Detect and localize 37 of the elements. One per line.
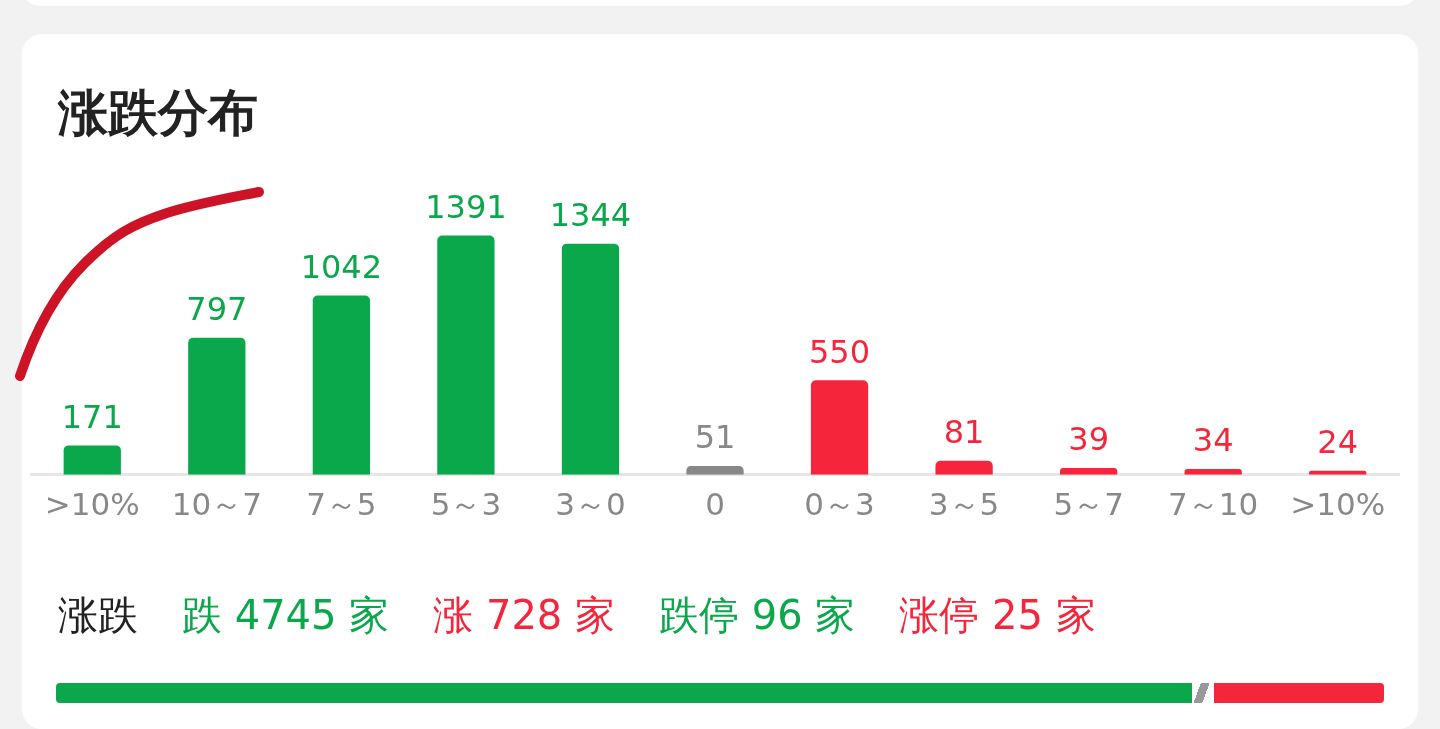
x-tick-label: 0 <box>705 486 725 523</box>
data-label: 1344 <box>549 195 632 234</box>
data-label: 797 <box>186 290 248 329</box>
x-tick-label: 3～0 <box>555 486 626 523</box>
x-tick-label: >10% <box>1290 486 1386 523</box>
x-tick-label: 5～7 <box>1053 486 1124 523</box>
x-tick-label: 7～5 <box>306 486 377 523</box>
bar <box>810 380 869 475</box>
text: 涨 728 家 <box>433 592 616 638</box>
data-label: 1391 <box>425 187 507 226</box>
data-label: 81 <box>943 413 985 452</box>
x-tick-label: >10% <box>44 486 140 523</box>
chart-title: 涨跌分布 <box>58 83 258 144</box>
data-label: 24 <box>1317 422 1359 461</box>
text: 跌停 96 家 <box>659 592 856 638</box>
bar <box>935 460 993 475</box>
bar <box>312 295 371 475</box>
data-label: 39 <box>1068 420 1109 459</box>
x-tick-label: 0～3 <box>804 486 875 523</box>
text: 涨跌 <box>58 592 138 638</box>
bar <box>561 243 620 475</box>
text: 涨停 25 家 <box>899 592 1096 638</box>
text: 跌 4745 家 <box>182 592 390 638</box>
bar <box>188 337 246 475</box>
data-label: 34 <box>1192 421 1234 460</box>
data-label: 550 <box>809 332 871 371</box>
bar <box>437 235 495 475</box>
data-label: 1042 <box>300 247 383 286</box>
data-label: 171 <box>61 397 123 436</box>
x-tick-label: 5～3 <box>430 486 502 523</box>
data-label: 51 <box>694 418 736 457</box>
bar <box>1059 468 1118 475</box>
bar <box>63 445 121 475</box>
x-tick-label: 7～10 <box>1168 486 1259 523</box>
x-tick-label: 10～7 <box>171 486 262 523</box>
bar <box>686 466 744 475</box>
x-tick-label: 3～5 <box>928 486 1000 523</box>
